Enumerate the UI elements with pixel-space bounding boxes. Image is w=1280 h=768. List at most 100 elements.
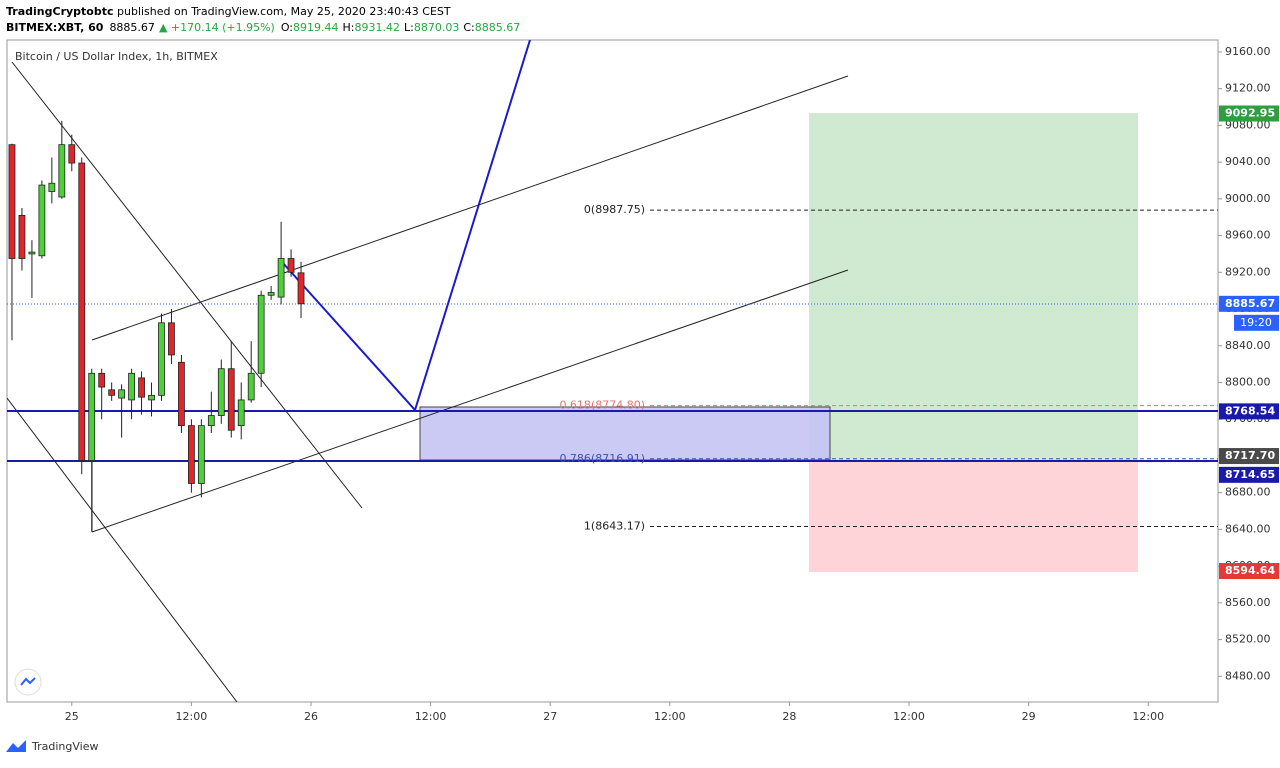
price-badge	[1219, 448, 1279, 465]
y-tick-label: 8640.00	[1225, 522, 1271, 535]
price-badge-label: 8714.65	[1225, 468, 1275, 481]
ohlc-value: 8870.03	[414, 21, 460, 34]
target-zone	[809, 113, 1138, 459]
projection-path	[281, 40, 531, 412]
candle-body	[237, 399, 245, 427]
trend-line	[7, 397, 238, 702]
candle-body	[227, 368, 235, 431]
entry-zone	[419, 406, 831, 461]
x-tick-label: 12:00	[415, 710, 447, 723]
y-tick-label: 9080.00	[1225, 118, 1271, 131]
candle-body	[158, 322, 165, 396]
y-tick-label: 8800.00	[1225, 375, 1271, 388]
price-badge-label: 8768.54	[1225, 404, 1275, 417]
price-badge	[1219, 295, 1279, 312]
candle-body	[178, 361, 185, 427]
candle-body	[287, 258, 295, 273]
candle-body	[38, 184, 46, 257]
candle-body	[48, 182, 56, 192]
stop-zone	[809, 459, 1138, 572]
y-tick-label: 8680.00	[1225, 486, 1271, 499]
fib-label: 1(8643.17)	[584, 519, 645, 532]
candle-body	[108, 389, 116, 396]
candle-body	[257, 294, 265, 374]
ohlc-key: C:	[463, 21, 474, 34]
footer-logo	[6, 740, 26, 752]
candle-body	[98, 372, 106, 388]
x-tick-label: 26	[304, 710, 318, 723]
candle-body	[88, 372, 96, 461]
x-tick-label: 12:00	[176, 710, 208, 723]
candle-body	[18, 214, 26, 259]
footer-brand: TradingView	[31, 740, 98, 753]
x-tick-label: 12:00	[893, 710, 925, 723]
header-line: TradingCryptobtc published on TradingVie…	[6, 5, 451, 18]
change: ▲ +170.14 (+1.95%)	[159, 21, 275, 34]
x-tick-label: 27	[543, 710, 557, 723]
x-tick-label: 12:00	[654, 710, 686, 723]
candle-body	[247, 372, 255, 401]
logo-button[interactable]	[14, 668, 42, 696]
candle-body	[207, 415, 215, 427]
y-tick-label: 8920.00	[1225, 265, 1271, 278]
candle-body	[188, 425, 195, 484]
y-tick-label: 9000.00	[1225, 192, 1271, 205]
drawings	[7, 40, 1218, 702]
y-tick-label: 8520.00	[1225, 633, 1271, 646]
price-badge-label: 8717.70	[1225, 449, 1275, 462]
price-badge-label: 9092.95	[1225, 106, 1275, 119]
price-badge	[1219, 403, 1279, 420]
candle-body	[138, 377, 145, 398]
ohlc-key: O:	[281, 21, 293, 34]
symbol-line: BITMEX:XBT, 60 8885.67 ▲ +170.14 (+1.95%) O…	[6, 21, 520, 34]
candle-body	[148, 394, 155, 401]
channel-upper	[91, 75, 849, 341]
candle-body	[8, 144, 16, 259]
x-tick-label: 29	[1022, 710, 1036, 723]
channel-lower	[91, 269, 849, 533]
candle-body	[297, 272, 305, 305]
candle-body	[78, 162, 86, 461]
candles	[8, 120, 1218, 532]
y-tick-label: 9120.00	[1225, 82, 1271, 95]
y-tick-label: 9040.00	[1225, 155, 1271, 168]
candle-body	[168, 322, 175, 356]
y-tick-label: 8960.00	[1225, 229, 1271, 242]
fib-label: 0.618(8774.80)	[559, 399, 645, 412]
ohlc-key: L:	[404, 21, 414, 34]
publisher: TradingCryptobtc	[6, 5, 114, 18]
candle-body	[68, 144, 76, 164]
fib-label: 0.786(8716.91)	[559, 452, 645, 465]
price-badge-label: 8594.64	[1225, 564, 1275, 577]
fib-label: 0(8987.75)	[584, 203, 645, 216]
ohlc-value: 8919.44	[293, 21, 339, 34]
y-tick-label: 9160.00	[1225, 45, 1271, 58]
x-tick-label: 25	[65, 710, 79, 723]
trend-line	[11, 61, 363, 509]
y-tick-label: 8560.00	[1225, 596, 1271, 609]
symbol: BITMEX:XBT, 60	[6, 21, 104, 34]
y-tick-label: 8480.00	[1225, 669, 1271, 682]
published: published on TradingView.com, May 25, 20…	[114, 5, 451, 18]
price-badge-label: 8885.67	[1225, 297, 1275, 310]
ohlc-value: 8885.67	[475, 21, 521, 34]
countdown-badge	[1234, 314, 1279, 331]
candle-body	[118, 389, 126, 399]
candle-body	[28, 251, 36, 255]
price-badge	[1219, 563, 1279, 580]
candle-body	[277, 258, 285, 298]
candle-body	[197, 425, 205, 484]
candle-body	[128, 372, 135, 401]
y-tick-label: 8840.00	[1225, 339, 1271, 352]
last: 8885.67	[109, 21, 155, 34]
countdown: 19:20	[1240, 316, 1272, 329]
ohlc-key: H:	[343, 21, 355, 34]
price-badge	[1219, 466, 1279, 483]
candle-body	[217, 368, 225, 416]
candle-body	[267, 292, 275, 296]
candle-body	[58, 144, 66, 198]
x-tick-label: 28	[782, 710, 796, 723]
chart-title: Bitcoin / US Dollar Index, 1h, BITMEX	[15, 50, 218, 63]
ohlc-value: 8931.42	[355, 21, 401, 34]
